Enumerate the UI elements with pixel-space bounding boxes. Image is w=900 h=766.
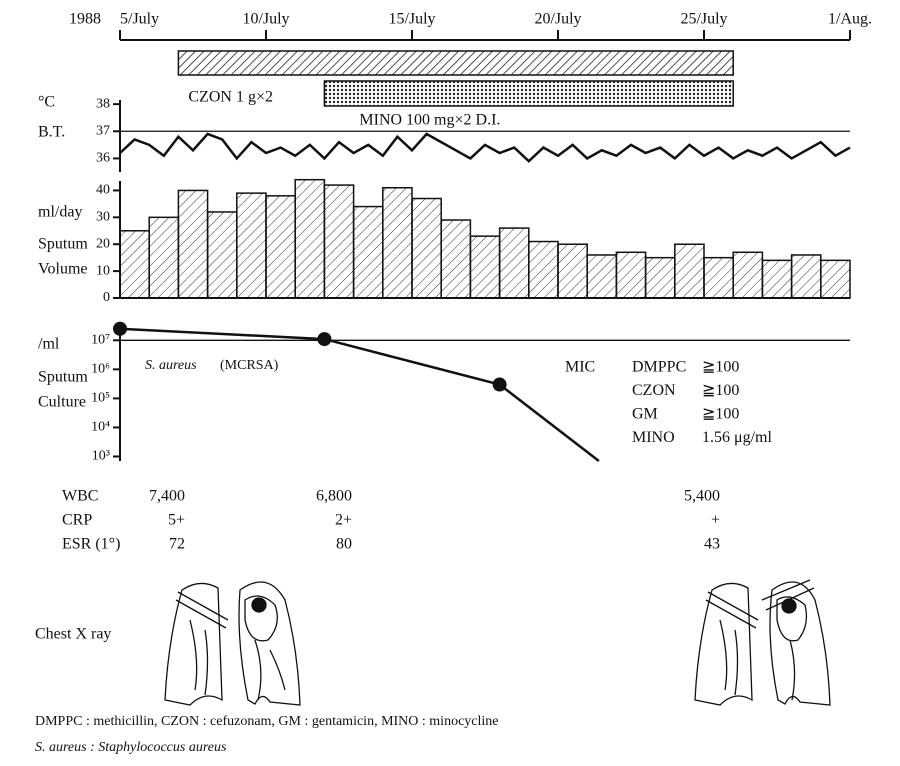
mic-drug: MINO [632, 429, 675, 446]
drug-bar [178, 51, 733, 75]
y-tick-label: 10 [96, 263, 110, 278]
data-point [493, 378, 507, 392]
mic-value: 1.56 μg/ml [702, 429, 772, 446]
y-tick-label: 40 [96, 183, 110, 198]
mic-title: MIC [565, 359, 595, 376]
y-tick-label: 0 [103, 290, 110, 305]
y-axis-label: ml/day [38, 204, 82, 221]
lab-value: 72 [169, 536, 185, 553]
y-axis-label: B.T. [38, 124, 65, 141]
mic-value: ≧100 [702, 406, 739, 423]
volume-bar [646, 258, 675, 298]
volume-bar [412, 199, 441, 298]
volume-bar [529, 242, 558, 298]
mic-drug: CZON [632, 382, 676, 399]
volume-bar [441, 220, 470, 298]
drug-label: CZON 1 g×2 [188, 89, 273, 106]
volume-bar [383, 188, 412, 298]
x-tick-label: 25/July [680, 11, 727, 28]
volume-bar [616, 252, 645, 298]
volume-bar [762, 260, 791, 298]
footnote: S. aureus : Staphylococcus aureus [35, 740, 227, 755]
lab-value: 5,400 [684, 488, 720, 505]
year-label: 1988 [69, 11, 101, 28]
x-tick-label: 1/Aug. [828, 11, 872, 28]
volume-bar [558, 244, 587, 298]
lab-name: ESR (1°) [62, 536, 120, 553]
y-tick-label: 20 [96, 236, 110, 251]
y-axis-label: Culture [38, 394, 86, 411]
lab-value: 2+ [335, 512, 352, 529]
data-point [113, 322, 127, 336]
chest-xray-label: Chest X ray [35, 626, 111, 643]
lab-name: CRP [62, 512, 92, 529]
volume-bar [704, 258, 733, 298]
lab-value: 43 [704, 536, 720, 553]
y-tick-label: 10⁷ [91, 333, 110, 348]
mic-drug: GM [632, 406, 658, 423]
y-tick-label: 30 [96, 210, 110, 225]
y-axis-label: °C [38, 94, 55, 111]
annotation-strain: (MCRSA) [220, 358, 279, 373]
volume-bar [587, 255, 616, 298]
volume-bar [733, 252, 762, 298]
y-tick-label: 10⁵ [91, 391, 110, 406]
volume-bar [178, 190, 207, 298]
y-axis-label: Volume [38, 261, 87, 278]
volume-bar [208, 212, 237, 298]
y-tick-label: 10⁶ [91, 362, 110, 377]
volume-bar [120, 231, 149, 298]
y-tick-label: 10³ [92, 449, 110, 464]
x-tick-label: 10/July [242, 11, 289, 28]
volume-bar [237, 193, 266, 298]
y-tick-label: 37 [96, 124, 110, 139]
y-axis-label: /ml [38, 336, 60, 353]
volume-bar [675, 244, 704, 298]
y-tick-label: 36 [96, 151, 110, 166]
y-tick-label: 38 [96, 96, 110, 111]
volume-bar [324, 185, 353, 298]
volume-bar [149, 217, 178, 298]
mic-value: ≧100 [702, 382, 739, 399]
lab-value: 80 [336, 536, 352, 553]
y-axis-label: Sputum [38, 369, 88, 386]
x-tick-label: 20/July [534, 11, 581, 28]
data-point [317, 332, 331, 346]
drug-label: MINO 100 mg×2 D.I. [359, 112, 500, 129]
y-axis-label: Sputum [38, 236, 88, 253]
x-tick-label: 5/July [120, 11, 159, 28]
x-tick-label: 15/July [388, 11, 435, 28]
mic-drug: DMPPC [632, 359, 686, 376]
volume-bar [354, 207, 383, 298]
lab-name: WBC [62, 488, 98, 505]
footnote: DMPPC : methicillin, CZON : cefuzonam, G… [35, 714, 499, 729]
volume-bar [500, 228, 529, 298]
lab-value: 5+ [168, 512, 185, 529]
volume-bar [295, 180, 324, 298]
volume-bar [821, 260, 850, 298]
volume-bar [792, 255, 821, 298]
volume-bar [470, 236, 499, 298]
drug-bar [324, 81, 733, 106]
lab-value: + [711, 512, 720, 529]
annotation-organism: S. aureus [145, 358, 197, 373]
lab-value: 6,800 [316, 488, 352, 505]
clinical-course-figure: Chest X ray DMPPC : methicillin, CZON : … [0, 0, 900, 766]
y-tick-label: 10⁴ [91, 420, 110, 435]
volume-bar [266, 196, 295, 298]
lab-value: 7,400 [149, 488, 185, 505]
mic-value: ≧100 [702, 359, 739, 376]
